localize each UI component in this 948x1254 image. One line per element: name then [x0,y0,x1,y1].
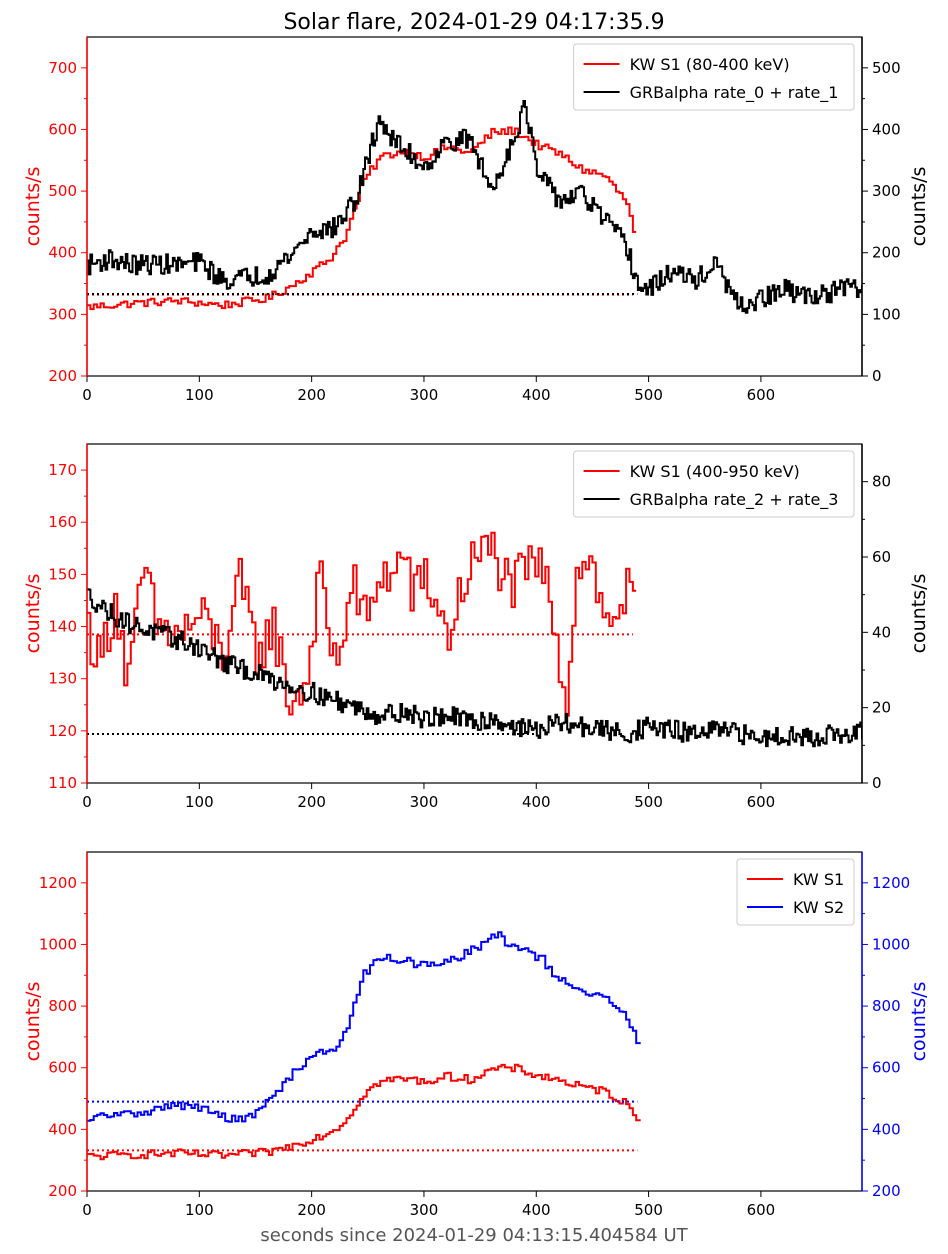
y-left-tick-label: 170 [48,461,77,479]
y-right-tick-label: 1200 [872,874,910,892]
legend-label: KW S2 [793,898,844,917]
x-tick-label: 300 [410,793,439,811]
y-right-tick-label: 0 [872,774,882,792]
figure-xlabel: seconds since 2024-01-29 04:13:15.404584… [260,1225,688,1246]
x-tick-label: 600 [747,1201,776,1219]
y-right-tick-label: 200 [872,244,901,262]
series-line-1 [87,100,862,314]
legend-label: GRBalpha rate_0 + rate_1 [630,83,839,103]
y-right-tick-label: 300 [872,182,901,200]
x-tick-label: 200 [297,793,326,811]
legend-label: GRBalpha rate_2 + rate_3 [630,490,839,510]
y-left-label: counts/s [22,982,44,1062]
x-tick-label: 200 [297,386,326,404]
legend-frame [573,43,855,111]
series-line-0 [87,531,637,717]
x-tick-label: 500 [634,386,663,404]
x-tick-label: 600 [747,386,776,404]
y-left-tick-label: 700 [48,59,77,77]
y-right-tick-label: 20 [872,699,891,717]
series-line-1 [87,588,862,748]
x-tick-label: 0 [82,386,92,404]
x-tick-label: 400 [522,793,551,811]
y-left-label: counts/s [22,167,44,247]
panel-bottom: 0 100 200 300 400 500 600 200 400 600 800 1000 1200 2… [22,851,930,1219]
y-left-tick-label: 500 [48,182,77,200]
y-left-tick-label: 110 [48,774,77,792]
y-left-tick-label: 300 [48,305,77,323]
x-tick-label: 400 [522,1201,551,1219]
x-tick-label: 100 [185,1201,214,1219]
y-right-tick-label: 400 [872,1120,901,1138]
y-right-tick-label: 600 [872,1059,901,1077]
y-right-tick-label: 200 [872,1182,901,1200]
x-tick-label: 600 [747,793,776,811]
y-right-tick-label: 1000 [872,935,910,953]
y-left-tick-label: 130 [48,670,77,688]
y-left-tick-label: 1000 [39,935,77,953]
y-left-tick-label: 600 [48,1059,77,1077]
x-tick-label: 300 [410,386,439,404]
legend: KW S1 KW S2 [736,858,855,926]
y-left-tick-label: 150 [48,565,77,583]
legend-label: KW S1 (400-950 keV) [630,462,800,481]
y-left-tick-label: 140 [48,618,77,636]
x-tick-label: 100 [185,793,214,811]
y-left-label: counts/s [22,574,44,654]
y-right-tick-label: 400 [872,120,901,138]
y-right-tick-label: 500 [872,59,901,77]
legend-frame [573,450,855,518]
panel-top: 0 100 200 300 400 500 600 200 300 400 500 600 700 0 10… [22,36,930,404]
x-tick-label: 0 [82,1201,92,1219]
y-left-tick-label: 120 [48,722,77,740]
y-right-tick-label: 800 [872,997,901,1015]
y-right-tick-label: 40 [872,623,891,641]
series-group [87,531,862,748]
x-tick-label: 100 [185,386,214,404]
x-tick-label: 500 [634,1201,663,1219]
y-left-tick-label: 600 [48,120,77,138]
series-group [87,931,641,1161]
y-left-tick-label: 200 [48,1182,77,1200]
figure-title: Solar flare, 2024-01-29 04:17:35.9 [283,10,664,35]
legend-label: KW S1 [793,870,844,889]
x-tick-label: 300 [410,1201,439,1219]
series-line-1 [87,931,641,1123]
legend-label: KW S1 (80-400 keV) [630,55,790,74]
x-tick-label: 400 [522,386,551,404]
legend: KW S1 (400-950 keV) GRBalpha rate_2 + rat… [573,450,855,518]
y-left-tick-label: 400 [48,1120,77,1138]
y-right-tick-label: 0 [872,367,882,385]
series-group [87,100,862,314]
x-tick-label: 500 [634,793,663,811]
y-right-label: counts/s [908,167,930,247]
y-right-label: counts/s [908,574,930,654]
y-left-tick-label: 400 [48,244,77,262]
x-tick-label: 0 [82,793,92,811]
y-right-label: counts/s [908,982,930,1062]
y-left-tick-label: 160 [48,513,77,531]
legend-frame [736,858,855,926]
x-tick-label: 200 [297,1201,326,1219]
y-right-tick-label: 100 [872,305,901,323]
legend: KW S1 (80-400 keV) GRBalpha rate_0 + rate… [573,43,855,111]
y-right-tick-label: 80 [872,473,891,491]
y-right-tick-label: 60 [872,548,891,566]
y-left-tick-label: 1200 [39,874,77,892]
panel-middle: 0 100 200 300 400 500 600110120130140150160170… [22,443,930,811]
y-left-tick-label: 800 [48,997,77,1015]
y-left-tick-label: 200 [48,367,77,385]
